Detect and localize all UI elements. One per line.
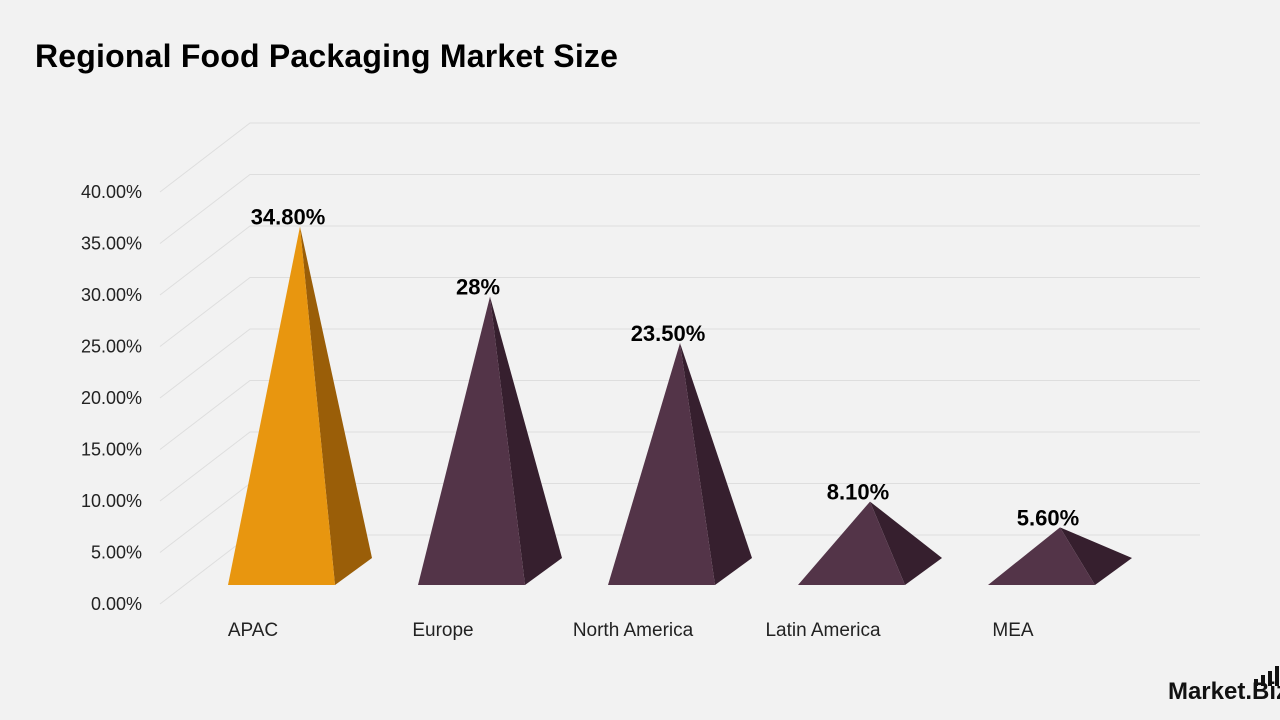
x-category-label: APAC bbox=[228, 620, 278, 641]
gridline bbox=[159, 328, 1200, 399]
pyramid-front-face bbox=[798, 501, 905, 585]
y-tick-label: 10.00% bbox=[81, 491, 142, 511]
y-axis-ticks: 0.00% 5.00% 10.00% 15.00% 20.00% 25.00% 30.00%… bbox=[81, 182, 142, 614]
pyramid-side-face bbox=[300, 226, 372, 585]
y-tick-label: 15.00% bbox=[81, 440, 142, 460]
pyramid-front-face bbox=[608, 342, 715, 585]
gridline bbox=[159, 431, 1200, 502]
pyramid-side-face bbox=[680, 342, 752, 585]
chart-title: Regional Food Packaging Market Size bbox=[35, 38, 619, 74]
x-axis-categories: APAC Europe North America Latin America MEA bbox=[228, 620, 1034, 641]
pyramid-side-face bbox=[490, 296, 562, 585]
x-category-label: Latin America bbox=[765, 620, 881, 641]
pyramid-side-face bbox=[870, 501, 942, 585]
y-tick-label: 5.00% bbox=[91, 543, 142, 563]
pyramid-bar-north-america bbox=[608, 342, 752, 585]
bars-layer bbox=[228, 226, 1132, 585]
data-label: 8.10% bbox=[827, 480, 889, 505]
data-label: 34.80% bbox=[251, 205, 326, 230]
pyramid-bar-mea bbox=[988, 527, 1132, 585]
data-label: 28% bbox=[456, 275, 500, 300]
y-tick-label: 20.00% bbox=[81, 388, 142, 408]
gridline bbox=[159, 174, 1200, 244]
pyramid-front-face bbox=[418, 296, 525, 585]
brand-logo: Market.Biz bbox=[1168, 666, 1280, 704]
x-category-label: North America bbox=[573, 620, 694, 641]
gridline bbox=[159, 122, 1200, 193]
gridline bbox=[159, 380, 1200, 450]
x-category-label: Europe bbox=[412, 620, 473, 641]
bar-signal-icon bbox=[1254, 666, 1279, 686]
y-tick-label: 35.00% bbox=[81, 234, 142, 254]
pyramid-front-face bbox=[988, 527, 1095, 585]
data-labels-layer: 34.80% 28% 23.50% 8.10% 5.60% bbox=[251, 205, 1080, 531]
y-tick-label: 30.00% bbox=[81, 285, 142, 305]
pyramid-bar-europe bbox=[418, 296, 562, 585]
x-category-label: MEA bbox=[992, 620, 1034, 641]
pyramid-front-face bbox=[228, 226, 335, 585]
data-label: 5.60% bbox=[1017, 505, 1079, 530]
y-tick-label: 0.00% bbox=[91, 594, 142, 614]
pyramid-bar-latin-america bbox=[798, 501, 942, 585]
pyramid-side-face bbox=[1060, 527, 1132, 585]
gridline bbox=[159, 225, 1200, 296]
data-label: 23.50% bbox=[631, 321, 706, 346]
y-tick-label: 40.00% bbox=[81, 182, 142, 202]
y-tick-label: 25.00% bbox=[81, 337, 142, 357]
pyramid-bar-apac bbox=[228, 226, 372, 585]
gridline bbox=[159, 277, 1200, 347]
